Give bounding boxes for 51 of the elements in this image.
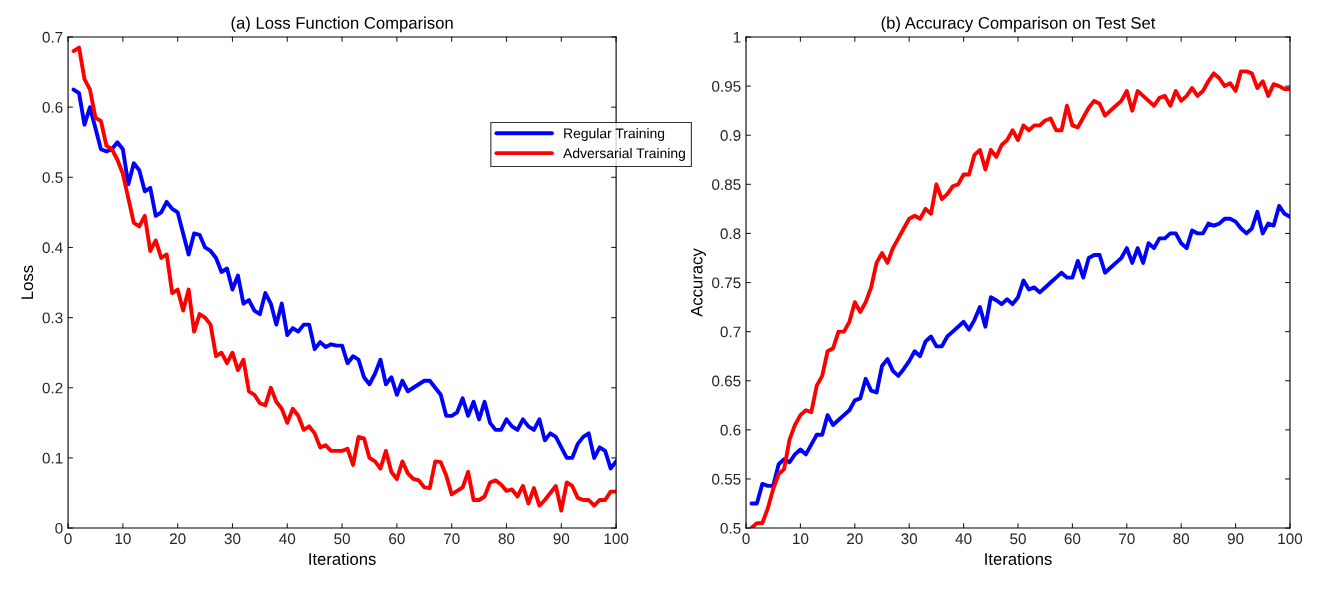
x-tick-label: 80: [498, 533, 515, 545]
x-tick-label: 30: [224, 533, 241, 545]
y-axis-title: Loss: [21, 265, 34, 299]
y-tick-label: 0.7: [42, 31, 63, 43]
y-tick-label: 0.2: [42, 382, 63, 394]
line-series: [749, 69, 1290, 529]
x-tick-label: 40: [279, 533, 296, 545]
x-tick-label: 10: [793, 533, 809, 545]
x-tick-label: 90: [553, 533, 570, 545]
y-tick-label: 1: [733, 32, 741, 43]
x-tick-label: 50: [334, 533, 350, 545]
y-tick-label: 0.6: [42, 102, 63, 113]
legend-label: Adversarial Training: [563, 147, 685, 161]
y-tick-label: 0.85: [712, 179, 741, 191]
y-tick-label: 0.1: [42, 452, 63, 464]
y-tick-label: 0: [55, 522, 63, 534]
x-tick-label: 40: [955, 533, 972, 545]
x-tick-label: 0: [64, 533, 72, 545]
x-tick-label: 10: [115, 533, 131, 545]
x-tick-label: 60: [389, 533, 405, 545]
y-tick-label: 0.5: [42, 172, 63, 183]
y-tick-label: 0.75: [712, 277, 741, 289]
y-tick-label: 0.4: [42, 242, 63, 254]
chart-title: (b) Accuracy Comparison on Test Set: [881, 16, 1156, 33]
x-tick-label: 30: [901, 533, 918, 545]
x-axis-title: Iterations: [985, 552, 1052, 565]
y-tick-label: 0.55: [712, 473, 741, 485]
x-tick-label: 100: [604, 533, 629, 545]
legend-label: Regular Training: [564, 128, 665, 142]
x-tick-label: 20: [847, 533, 863, 545]
x-tick-label: 70: [1119, 533, 1135, 545]
x-tick-label: 90: [1227, 533, 1244, 545]
x-tick-label: 70: [443, 533, 460, 545]
y-tick-label: 0.95: [712, 80, 741, 92]
line-series: [749, 203, 1290, 506]
y-tick-label: 0.7: [720, 326, 741, 338]
y-tick-label: 0.5: [720, 522, 741, 534]
y-tick-label: 0.6: [720, 424, 741, 436]
chart-title: (a) Loss Function Comparison: [231, 16, 453, 33]
x-axis-title: Iterations: [309, 552, 376, 565]
x-tick-label: 50: [1010, 533, 1026, 545]
y-axis-title: Accuracy: [690, 248, 706, 317]
y-tick-label: 0.8: [720, 228, 741, 240]
x-tick-label: 100: [1278, 533, 1303, 545]
y-tick-label: 0.9: [720, 130, 741, 141]
x-tick-label: 20: [169, 533, 186, 545]
x-tick-label: 60: [1064, 533, 1081, 545]
y-tick-label: 0.65: [712, 375, 741, 387]
y-tick-label: 0.3: [42, 312, 63, 324]
x-tick-label: 0: [742, 533, 750, 545]
x-tick-label: 80: [1173, 533, 1190, 545]
